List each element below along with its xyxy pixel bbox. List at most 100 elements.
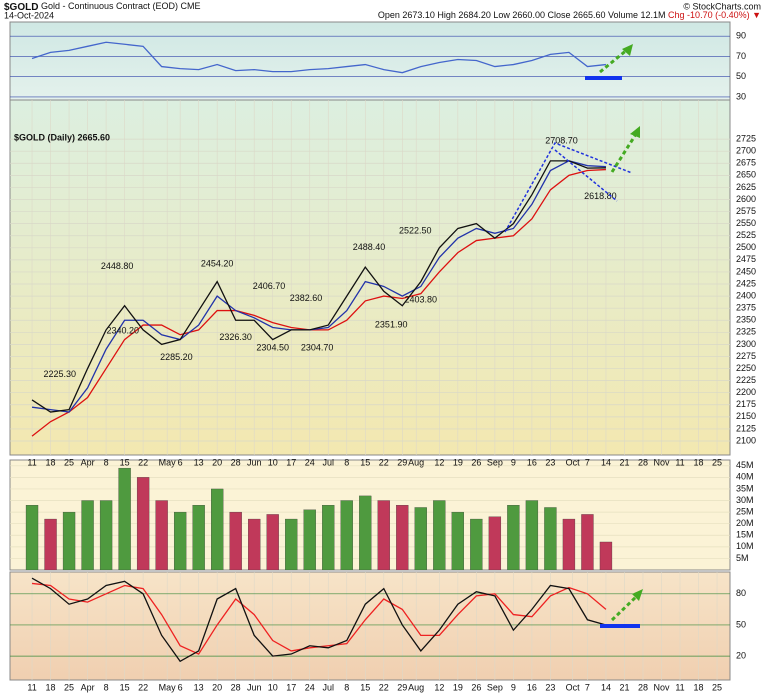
x-tick-label: 17 xyxy=(286,682,296,692)
price-annotation: 2326.30 xyxy=(219,332,252,342)
x-tick-label: 6 xyxy=(178,682,183,692)
series-line xyxy=(31,160,606,413)
y-tick-label: 2400 xyxy=(736,290,756,300)
y-tick-label: 90 xyxy=(736,31,746,41)
x-tick-label: 26 xyxy=(471,682,481,692)
volume-bar xyxy=(396,505,409,570)
y-tick-label: 25M xyxy=(736,506,754,516)
price-annotation: 2225.30 xyxy=(44,369,77,379)
y-tick-label: 2375 xyxy=(736,303,756,313)
volume-bar xyxy=(81,500,94,570)
exchange: CME xyxy=(181,1,201,11)
volume-bar xyxy=(25,505,39,570)
y-tick-label: 80 xyxy=(736,588,746,598)
x-tick-label: 18 xyxy=(694,682,704,692)
volume-bar xyxy=(136,477,150,570)
price-annotation: 2351.90 xyxy=(375,320,408,330)
y-tick-label: 2625 xyxy=(736,182,756,192)
volume-bar xyxy=(266,514,279,570)
x-tick-label: Aug xyxy=(408,457,424,467)
x-tick-label: 8 xyxy=(344,457,349,467)
series-line xyxy=(31,577,607,663)
x-tick-label: 12 xyxy=(434,682,444,692)
x-tick-label: Oct xyxy=(566,457,581,467)
y-tick-label: 5M xyxy=(736,553,749,563)
volume-bar xyxy=(451,511,464,570)
rsi-panel xyxy=(9,21,731,101)
x-tick-label: 22 xyxy=(138,457,148,467)
x-tick-label: 11 xyxy=(27,682,36,692)
x-tick-label: 15 xyxy=(120,682,130,692)
x-tick-label: Apr xyxy=(81,682,95,692)
x-tick-label: 21 xyxy=(619,457,629,467)
x-tick-label: 10 xyxy=(268,457,278,467)
series-line xyxy=(31,168,606,437)
x-tick-label: 10 xyxy=(268,682,278,692)
y-tick-label: 2650 xyxy=(736,170,756,180)
x-tick-label: Nov xyxy=(653,457,670,467)
price-panel xyxy=(9,99,731,456)
arrow xyxy=(599,47,629,74)
x-tick-label: 14 xyxy=(601,457,611,467)
y-tick-label: 20 xyxy=(736,650,746,660)
x-tick-label: 24 xyxy=(305,457,315,467)
x-tick-label: 29 xyxy=(397,682,407,692)
copyright: © StockCharts.com xyxy=(683,1,761,11)
y-tick-label: 2450 xyxy=(736,266,756,276)
x-tick-label: 18 xyxy=(694,457,704,467)
date: 14-Oct-2024 xyxy=(4,10,54,20)
header: $GOLD Gold - Continuous Contract (EOD) C… xyxy=(4,1,201,12)
y-tick-label: 2100 xyxy=(736,435,756,445)
volume-bar xyxy=(192,505,205,570)
y-tick-label: 15M xyxy=(736,530,754,540)
x-tick-label: Nov xyxy=(653,682,670,692)
x-tick-label: 8 xyxy=(104,457,109,467)
x-tick-label: Apr xyxy=(81,457,95,467)
volume-bar xyxy=(99,500,113,570)
x-tick-label: 28 xyxy=(638,682,648,692)
y-tick-label: 2675 xyxy=(736,158,756,168)
volume-bar xyxy=(581,514,594,570)
price-annotation: 2488.40 xyxy=(353,242,386,252)
x-tick-label: Sep xyxy=(487,682,503,692)
price-annotation: 2406.70 xyxy=(253,281,286,291)
x-tick-label: 18 xyxy=(46,457,56,467)
x-tick-label: 9 xyxy=(511,457,516,467)
price-annotation: 2618.80 xyxy=(584,191,617,201)
x-tick-label: 19 xyxy=(453,682,463,692)
decorations xyxy=(504,44,643,628)
x-tick-label: 25 xyxy=(64,457,74,467)
arrow-head xyxy=(630,126,640,138)
x-tick-label: 15 xyxy=(120,457,130,467)
y-tick-label: 2125 xyxy=(736,423,756,433)
x-tick-label: 8 xyxy=(104,682,109,692)
price-annotation: 2382.60 xyxy=(290,293,323,303)
x-tick-label: 25 xyxy=(64,682,74,692)
price-annotation: 2304.70 xyxy=(301,342,334,352)
y-tick-label: 2325 xyxy=(736,327,756,337)
name: Gold - Continuous Contract (EOD) xyxy=(41,1,178,11)
x-tick-label: Sep xyxy=(487,457,503,467)
panel-plot xyxy=(10,100,730,455)
x-tick-label: May xyxy=(159,682,177,692)
y-tick-label: 2475 xyxy=(736,254,756,264)
volume-bar xyxy=(285,518,298,570)
x-tick-label: 12 xyxy=(434,457,444,467)
volume-bar xyxy=(155,500,168,570)
x-tick-label: 22 xyxy=(379,457,389,467)
x-tick-label: 22 xyxy=(138,682,148,692)
volume-bar xyxy=(470,518,483,570)
price-annotation: 2304.50 xyxy=(256,343,289,353)
triangle-top xyxy=(504,142,633,233)
y-tick-label: 2575 xyxy=(736,206,756,216)
y-tick-label: 40M xyxy=(736,472,754,482)
x-tick-label: 18 xyxy=(46,682,56,692)
volume-bar xyxy=(544,507,557,570)
symbol: $GOLD xyxy=(4,2,38,13)
x-tick-label: 8 xyxy=(344,682,349,692)
y-tick-label: 2700 xyxy=(736,146,756,156)
x-tick-label: Jun xyxy=(247,682,262,692)
volume-bar xyxy=(62,511,76,570)
